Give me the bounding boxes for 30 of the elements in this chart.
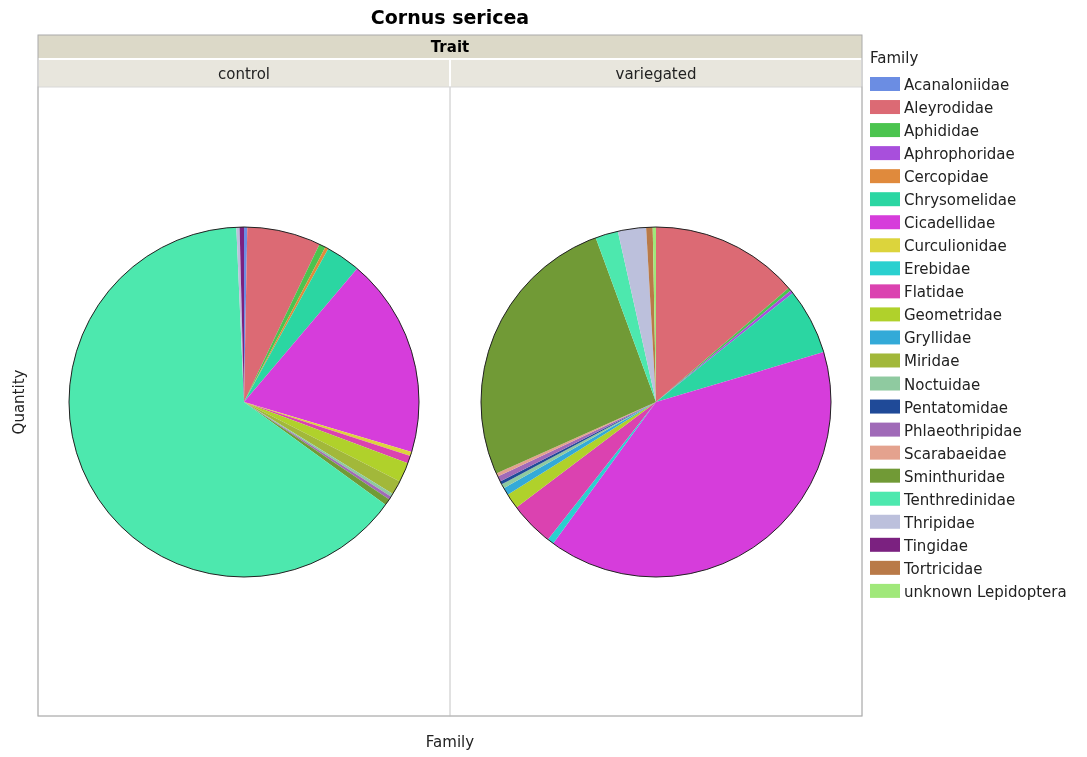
legend-label: Erebidae	[904, 260, 971, 279]
text: Quantity	[10, 369, 28, 435]
legend-label: Noctuidae	[904, 375, 981, 394]
legend-label: Thripidae	[903, 513, 975, 532]
legend-label: Aphrophoridae	[904, 145, 1015, 164]
legend-label: Gryllidae	[904, 329, 972, 348]
legend-label: Phlaeothripidae	[904, 421, 1022, 440]
chart-title: Cornus sericea	[370, 6, 530, 28]
legend-label: Miridae	[904, 352, 960, 371]
legend-label: Sminthuridae	[904, 467, 1005, 486]
legend-label: Scarabaeidae	[904, 444, 1007, 463]
legend-label: Cicadellidae	[904, 214, 996, 233]
legend-label: Flatidae	[904, 283, 964, 302]
legend-label: Tortricidae	[903, 559, 983, 578]
legend-label: Acanaloniidae	[904, 76, 1010, 94]
legend-label: Aphididae	[904, 122, 980, 141]
text: Family	[425, 733, 475, 751]
legend-label: Cercopidae	[904, 168, 989, 187]
legend-label: Aleyrodidae	[904, 99, 994, 118]
legend-label: Tenthredinidae	[903, 490, 1016, 509]
legend-label: Chrysomelidae	[904, 191, 1017, 210]
legend-label: Geometridae	[904, 306, 1003, 325]
slice-label: variegated	[615, 65, 697, 83]
legend-title: Family	[870, 49, 919, 67]
legend-label: unknown Lepidoptera	[904, 582, 1067, 601]
slice-label: control	[218, 65, 270, 83]
text: Trait	[430, 38, 470, 56]
legend-label: Tingidae	[903, 536, 969, 555]
legend-label: Pentatomidae	[904, 398, 1009, 417]
legend-label: Curculionidae	[904, 237, 1007, 256]
